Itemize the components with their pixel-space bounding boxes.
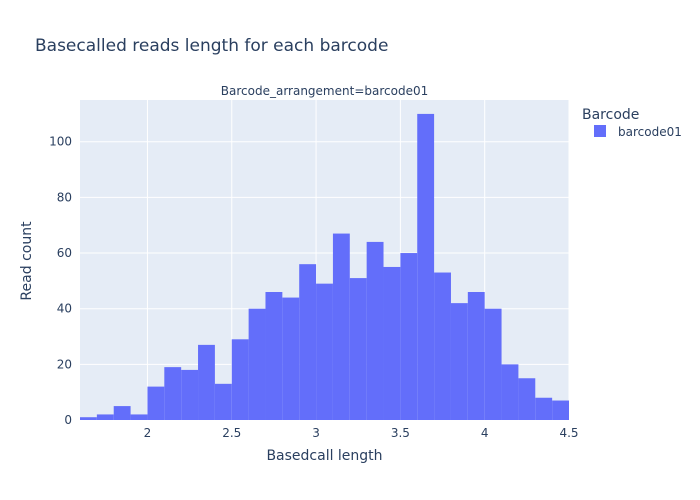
- legend-label: barcode01: [618, 125, 682, 139]
- facet-subtitle: Barcode_arrangement=barcode01: [221, 84, 428, 98]
- y-axis-title: Read count: [19, 221, 35, 301]
- histogram-bar[interactable]: [349, 278, 367, 420]
- x-tick-label: 3.5: [391, 426, 410, 440]
- y-tick-label: 40: [57, 302, 72, 316]
- histogram-bar[interactable]: [552, 400, 569, 420]
- histogram-bar[interactable]: [214, 383, 232, 420]
- histogram-bar[interactable]: [130, 414, 148, 420]
- histogram-bar[interactable]: [282, 297, 300, 420]
- histogram-bar[interactable]: [265, 292, 283, 420]
- histogram-bar[interactable]: [400, 253, 418, 420]
- y-axis-ticks: 0 20 40 60 80 100: [49, 135, 72, 427]
- histogram-bar[interactable]: [518, 378, 536, 420]
- histogram-bar[interactable]: [417, 113, 435, 421]
- y-tick-label: 100: [49, 135, 72, 149]
- x-tick-label: 4.5: [559, 426, 578, 440]
- histogram-bar[interactable]: [467, 292, 485, 420]
- x-tick-label: 3: [312, 426, 320, 440]
- histogram-bar[interactable]: [248, 308, 266, 420]
- histogram-bar[interactable]: [96, 414, 114, 420]
- grid-lines: [80, 100, 570, 421]
- x-tick-label: 2: [144, 426, 152, 440]
- histogram-bar[interactable]: [484, 308, 502, 420]
- y-tick-label: 80: [57, 190, 72, 204]
- x-axis-title: Basedcall length: [266, 448, 382, 464]
- histogram-bar[interactable]: [113, 406, 131, 420]
- histogram-bar[interactable]: [164, 367, 182, 420]
- histogram-bar[interactable]: [299, 264, 317, 420]
- histogram-bars: [80, 113, 569, 421]
- x-tick-label: 2.5: [222, 426, 241, 440]
- legend-item-barcode01[interactable]: barcode01: [594, 125, 682, 139]
- chart-title: Basecalled reads length for each barcode: [35, 36, 388, 56]
- histogram-bar[interactable]: [535, 397, 553, 420]
- histogram-bar[interactable]: [231, 339, 249, 420]
- y-tick-label: 0: [64, 413, 72, 427]
- histogram-bar[interactable]: [147, 386, 165, 420]
- legend-swatch: [594, 125, 606, 137]
- histogram-bar[interactable]: [316, 283, 333, 420]
- y-tick-label: 60: [57, 246, 72, 260]
- legend: Barcode barcode01: [582, 107, 682, 139]
- y-tick-label: 20: [57, 357, 72, 371]
- histogram-bar[interactable]: [383, 266, 401, 420]
- histogram-bar[interactable]: [198, 344, 215, 420]
- x-tick-label: 4: [481, 426, 489, 440]
- histogram-bar[interactable]: [450, 303, 468, 420]
- histogram-bar[interactable]: [181, 369, 199, 420]
- histogram-bar[interactable]: [332, 233, 350, 420]
- x-axis-ticks: 2 2.5 3 3.5 4 4.5: [144, 426, 579, 440]
- histogram-bar[interactable]: [366, 241, 384, 420]
- histogram-bar[interactable]: [434, 272, 451, 420]
- legend-title: Barcode: [582, 107, 639, 123]
- histogram-bar[interactable]: [501, 364, 519, 420]
- histogram-bar[interactable]: [80, 417, 97, 420]
